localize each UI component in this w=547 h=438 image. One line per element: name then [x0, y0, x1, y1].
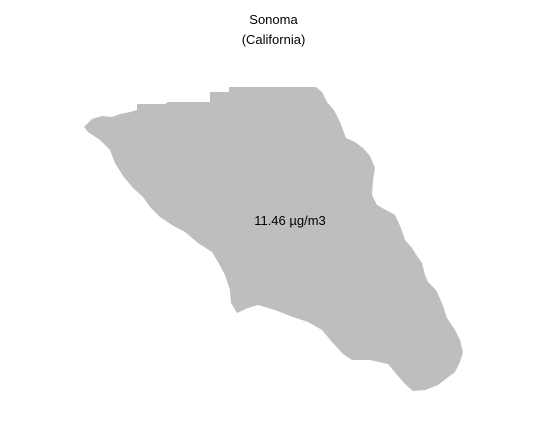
- sonoma-county-shape: [84, 87, 463, 391]
- pm25-value-label: 11.46 µg/m3: [254, 213, 326, 228]
- map-subtitle: (California): [241, 32, 306, 47]
- map-title: Sonoma: [249, 12, 298, 27]
